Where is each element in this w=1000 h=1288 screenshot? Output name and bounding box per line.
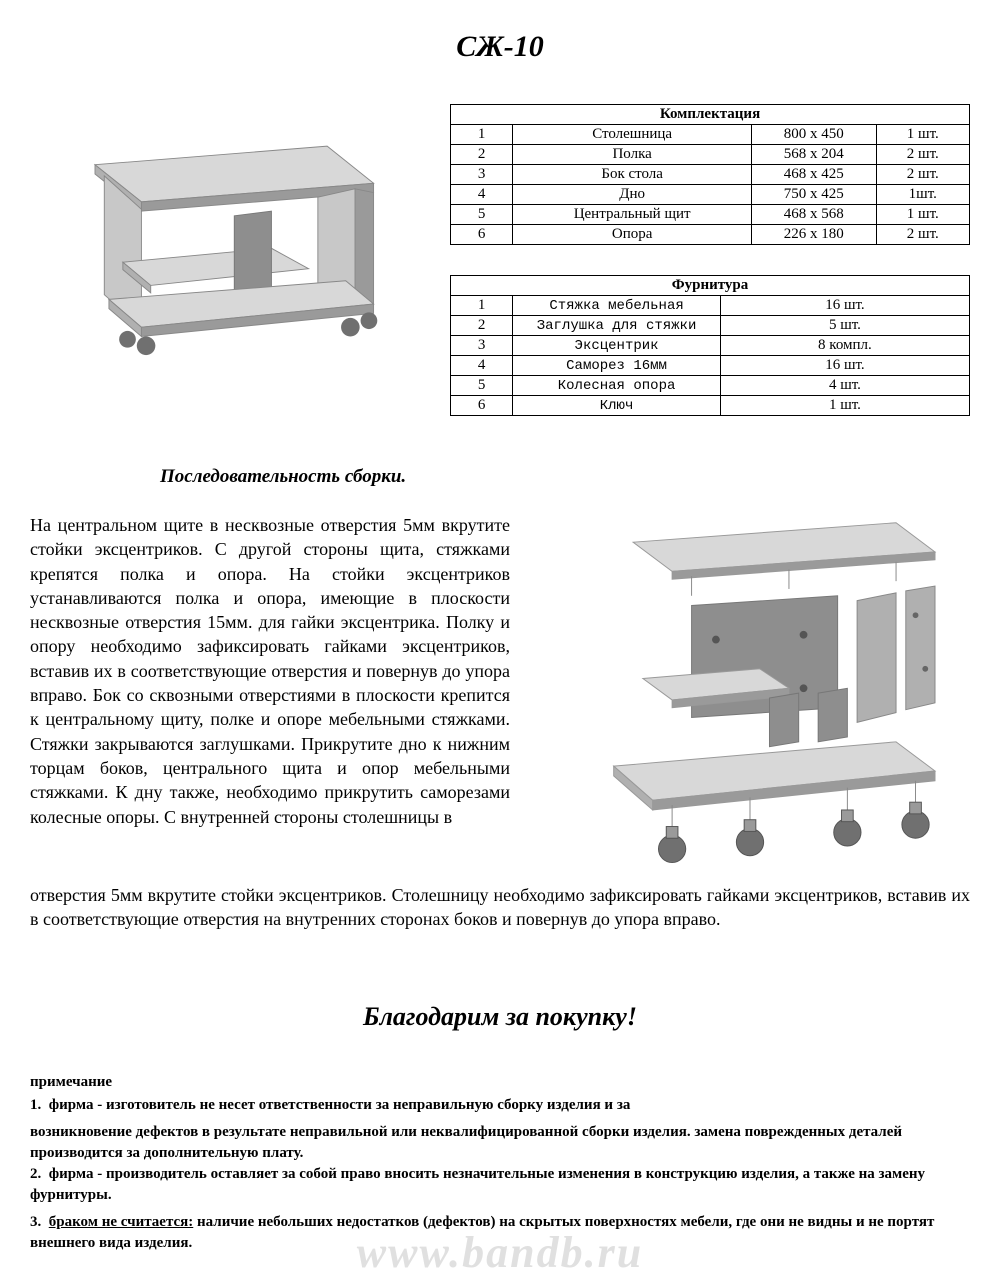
exploded-view-image [530,513,970,883]
table-cell: Ключ [513,396,721,416]
table-row: 2Полка568 х 2042 шт. [451,145,970,165]
hardware-table: Фурнитура 1Стяжка мебельная16 шт.2Заглуш… [450,275,970,416]
table-cell: 1 шт. [876,125,969,145]
notes-section: примечание 1. фирма - изготовитель не не… [30,1072,970,1254]
table-row: 1Стяжка мебельная16 шт. [451,296,970,316]
hardware-table-header: Фурнитура [451,276,970,296]
table-cell: Столешница [513,125,752,145]
table-cell: 8 компл. [720,336,969,356]
table-cell: 5 [451,376,513,396]
table-cell: Эксцентрик [513,336,721,356]
table-cell: Заглушка для стяжки [513,316,721,336]
table-cell: 1шт. [876,185,969,205]
table-cell: 468 х 425 [752,165,877,185]
thanks-line: Благодарим за покупку! [30,1002,970,1032]
table-cell: 800 х 450 [752,125,877,145]
table-cell: Колесная опора [513,376,721,396]
table-cell: 5 [451,205,513,225]
notes-heading: примечание [30,1072,970,1093]
note-item: 1. фирма - изготовитель не несет ответст… [30,1095,970,1116]
table-cell: Опора [513,225,752,245]
assembly-section: Последовательность сборки. На центрально… [30,466,970,932]
table-cell: 226 х 180 [752,225,877,245]
table-cell: 2 шт. [876,145,969,165]
table-row: 4Дно750 х 4251шт. [451,185,970,205]
table-cell: 2 шт. [876,225,969,245]
table-row: 5Колесная опора4 шт. [451,376,970,396]
table-cell: Бок стола [513,165,752,185]
assembly-heading: Последовательность сборки. [160,466,970,488]
note-item: 2. фирма - производитель оставляет за со… [30,1164,970,1206]
table-cell: 3 [451,165,513,185]
assembly-text: На центральном щите в несквозные отверст… [30,513,510,883]
table-cell: Стяжка мебельная [513,296,721,316]
page-title: СЖ-10 [30,30,970,64]
table-cell: 6 [451,225,513,245]
table-row: 6Опора226 х 1802 шт. [451,225,970,245]
table-cell: 468 х 568 [752,205,877,225]
table-row: 3Бок стола468 х 4252 шт. [451,165,970,185]
table-cell: 2 [451,145,513,165]
table-cell: 1 [451,296,513,316]
table-cell: Саморез 16мм [513,356,721,376]
table-cell: 16 шт. [720,356,969,376]
table-cell: 4 [451,356,513,376]
table-row: 6Ключ1 шт. [451,396,970,416]
table-cell: 1 шт. [720,396,969,416]
table-row: 1Столешница800 х 4501 шт. [451,125,970,145]
table-cell: 6 [451,396,513,416]
tables-column: Комплектация 1Столешница800 х 4501 шт.2П… [450,104,970,416]
table-cell: 4 [451,185,513,205]
table-cell: 1 шт. [876,205,969,225]
parts-table-header: Комплектация [451,105,970,125]
table-cell: Центральный щит [513,205,752,225]
table-cell: 5 шт. [720,316,969,336]
note-item: 3. браком не считается: наличие небольши… [30,1212,970,1254]
table-cell: 2 шт. [876,165,969,185]
table-cell: 2 [451,316,513,336]
note-item-continuation: возникновение дефектов в результате непр… [30,1122,970,1164]
table-cell: 1 [451,125,513,145]
table-cell: 16 шт. [720,296,969,316]
table-cell: 750 х 425 [752,185,877,205]
table-cell: Дно [513,185,752,205]
table-row: 4Саморез 16мм16 шт. [451,356,970,376]
product-image [30,104,420,374]
table-row: 2Заглушка для стяжки5 шт. [451,316,970,336]
assembly-text-continued: отверстия 5мм вкрутите стойки эксцентрик… [30,883,970,932]
top-row: Комплектация 1Столешница800 х 4501 шт.2П… [30,104,970,416]
parts-table: Комплектация 1Столешница800 х 4501 шт.2П… [450,104,970,245]
table-row: 3Эксцентрик8 компл. [451,336,970,356]
table-cell: 568 х 204 [752,145,877,165]
table-cell: Полка [513,145,752,165]
table-row: 5Центральный щит468 х 5681 шт. [451,205,970,225]
table-cell: 4 шт. [720,376,969,396]
table-cell: 3 [451,336,513,356]
